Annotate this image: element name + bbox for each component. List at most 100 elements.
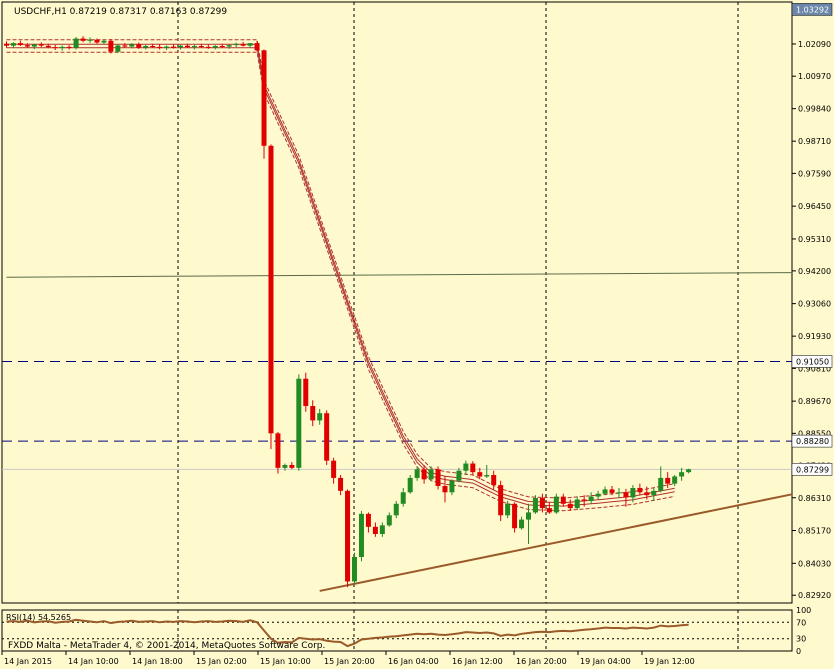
- x-tick-label: 16 Jan 12:00: [452, 657, 503, 666]
- candle-body: [546, 508, 552, 513]
- x-tick-label: 14 Jan 10:00: [68, 657, 119, 666]
- rsi-y-tick-label: 100: [796, 606, 811, 615]
- candle-body: [505, 503, 511, 516]
- y-tick-label: 1.00970: [798, 72, 831, 81]
- rsi-pane[interactable]: RSI(14) 54.5265: [1, 609, 793, 652]
- rsi-y-tick-label: 0: [796, 647, 801, 656]
- y-tick-label: 0.90810: [798, 364, 831, 373]
- candle-body: [4, 43, 9, 46]
- y-tick-label: 0.99840: [798, 105, 831, 114]
- candle-body: [665, 477, 671, 484]
- candle-body: [519, 519, 525, 529]
- candle-body: [345, 490, 351, 582]
- candle-body: [463, 463, 469, 471]
- candle-body: [240, 43, 246, 46]
- candle-body: [191, 45, 197, 48]
- y-tick-label: 0.86310: [798, 494, 831, 503]
- candle-body: [532, 498, 538, 513]
- candle-body: [275, 433, 281, 468]
- x-tick-label: 14 Jan 18:00: [132, 657, 183, 666]
- candle-body: [136, 44, 142, 48]
- candle-body: [157, 46, 163, 49]
- rsi-y-tick-label: 70: [796, 618, 806, 627]
- candle-body: [101, 40, 107, 43]
- price-tag-label: 1.03292: [796, 5, 829, 14]
- x-tick-label: 15 Jan 02:00: [196, 657, 247, 666]
- candle-body: [672, 476, 678, 484]
- candle-body: [574, 499, 580, 509]
- candle-body: [595, 493, 601, 497]
- candle-body: [184, 45, 190, 48]
- candle-body: [400, 492, 406, 504]
- candle-body: [637, 487, 643, 493]
- watermark-text: FXDD Malta - MetaTrader 4, © 2001-2014, …: [8, 641, 325, 651]
- candle-body: [407, 477, 413, 493]
- candle-body: [219, 45, 225, 47]
- y-tick-label: 1.02090: [798, 40, 831, 49]
- candle-body: [331, 460, 337, 478]
- x-tick-label: 16 Jan 20:00: [516, 657, 567, 666]
- candle-body: [553, 496, 559, 513]
- candle-body: [352, 556, 357, 582]
- candle-body: [484, 475, 490, 477]
- candle-body: [31, 44, 37, 47]
- candle-body: [358, 513, 364, 557]
- candle-body: [282, 464, 288, 468]
- candle-body: [296, 378, 302, 468]
- x-tick-label: 19 Jan 04:00: [580, 657, 631, 666]
- candle-body: [303, 378, 309, 407]
- y-tick-label: 0.88550: [798, 429, 831, 438]
- candle-body: [686, 469, 692, 473]
- price-tag-label: 0.88280: [796, 437, 829, 446]
- candle-body: [10, 43, 16, 46]
- candle-body: [80, 38, 86, 41]
- y-tick-label: 0.84030: [798, 559, 831, 568]
- candle-body: [393, 503, 399, 516]
- rsi-y-tick-label: 30: [796, 635, 806, 644]
- resistance-trendline: [6, 272, 793, 278]
- candle-body: [379, 525, 385, 534]
- candle-body: [491, 475, 497, 486]
- candle-body: [539, 498, 545, 509]
- candle-body: [87, 39, 93, 41]
- candle-body: [268, 145, 274, 434]
- y-tick-label: 0.82920: [798, 591, 831, 600]
- main-price-pane[interactable]: [1, 1, 793, 604]
- candle-body: [143, 45, 149, 48]
- candle-body: [442, 485, 448, 493]
- candle-body: [73, 38, 79, 48]
- x-tick-label: 15 Jan 20:00: [324, 657, 375, 666]
- candle-body: [261, 50, 267, 146]
- candle-body: [24, 45, 30, 47]
- candle-body: [456, 470, 462, 481]
- candle-body: [115, 45, 121, 52]
- candle-body: [205, 46, 211, 48]
- candle-body: [526, 512, 531, 520]
- candle-body: [609, 489, 615, 493]
- candle-body: [470, 463, 476, 473]
- candle-body: [616, 492, 622, 494]
- candle-body: [122, 45, 128, 47]
- candle-body: [108, 40, 114, 52]
- y-tick-label: 0.95310: [798, 235, 831, 244]
- candle-body: [247, 43, 253, 46]
- y-tick-label: 0.94200: [798, 267, 831, 276]
- candle-body: [560, 496, 566, 504]
- candle-body: [449, 480, 455, 493]
- rsi-line: [6, 618, 689, 648]
- candle-body: [178, 45, 183, 48]
- candle-body: [317, 413, 323, 421]
- price-tag-label: 0.91050: [796, 357, 829, 366]
- candle-body: [94, 39, 100, 43]
- candle-body: [338, 477, 344, 491]
- candle-body: [567, 503, 573, 509]
- x-tick-label: 15 Jan 10:00: [260, 657, 311, 666]
- x-tick-label: 16 Jan 04:00: [388, 657, 439, 666]
- price-tag-label: 0.87299: [796, 465, 829, 474]
- price-tag-box: [791, 463, 833, 476]
- candle-body: [59, 46, 65, 49]
- candle-body: [164, 46, 170, 49]
- candle-body: [658, 477, 664, 491]
- candle-body: [644, 492, 650, 496]
